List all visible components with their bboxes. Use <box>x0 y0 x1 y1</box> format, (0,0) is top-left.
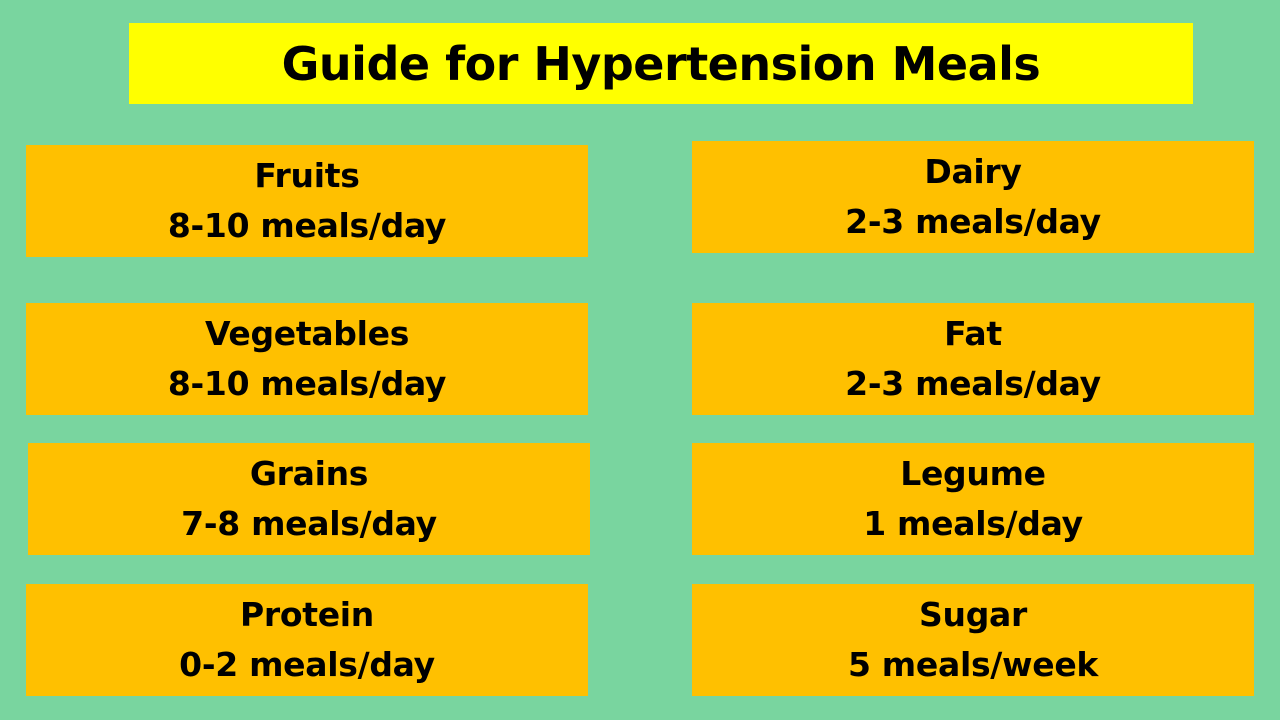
food-card-fruits: Fruits 8-10 meals/day <box>26 145 588 257</box>
food-card-protein: Protein 0-2 meals/day <box>26 584 588 696</box>
meal-frequency: 0-2 meals/day <box>179 645 435 684</box>
meal-frequency: 2-3 meals/day <box>845 364 1101 403</box>
food-card-legume: Legume 1 meals/day <box>692 443 1254 555</box>
food-card-grains: Grains 7-8 meals/day <box>28 443 590 555</box>
food-group-name: Vegetables <box>204 314 410 353</box>
meal-frequency: 2-3 meals/day <box>845 202 1101 241</box>
food-card-dairy: Dairy 2-3 meals/day <box>692 141 1254 253</box>
food-group-name: Legume <box>900 454 1046 493</box>
food-group-name: Sugar <box>919 595 1027 634</box>
food-card-fat: Fat 2-3 meals/day <box>692 303 1254 415</box>
food-group-name: Grains <box>249 454 369 493</box>
meal-frequency: 8-10 meals/day <box>167 364 447 403</box>
food-group-name: Fat <box>944 314 1002 353</box>
page-title: Guide for Hypertension Meals <box>281 36 1041 91</box>
title-banner: Guide for Hypertension Meals <box>129 23 1193 104</box>
food-card-sugar: Sugar 5 meals/week <box>692 584 1254 696</box>
food-group-name: Dairy <box>924 152 1022 191</box>
meal-frequency: 1 meals/day <box>863 504 1083 543</box>
food-group-name: Fruits <box>254 156 360 195</box>
food-card-vegetables: Vegetables 8-10 meals/day <box>26 303 588 415</box>
meal-frequency: 7-8 meals/day <box>181 504 437 543</box>
food-group-name: Protein <box>240 595 374 634</box>
meal-frequency: 8-10 meals/day <box>167 206 447 245</box>
meal-frequency: 5 meals/week <box>847 645 1099 684</box>
